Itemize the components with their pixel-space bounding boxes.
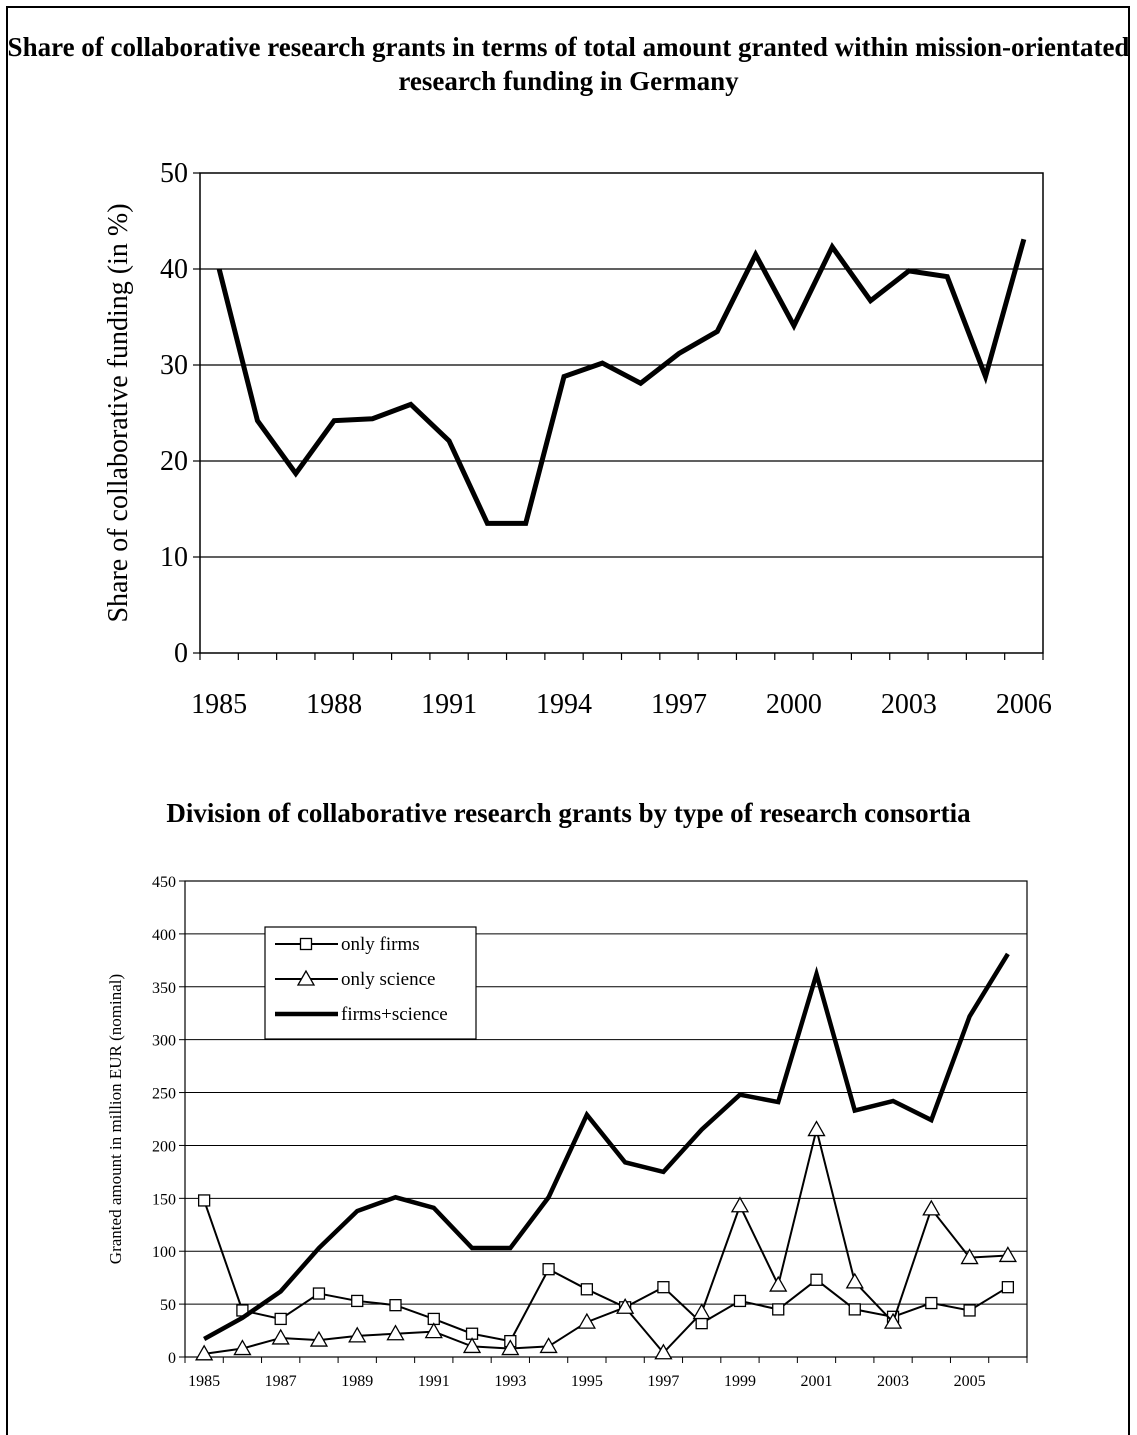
chart2-data-point-1 [501, 1339, 520, 1356]
chart2-y-tick-label: 150 [152, 1191, 176, 1208]
chart2-data-point-0 [580, 1283, 594, 1296]
chart2-x-tick-label: 2005 [954, 1373, 986, 1390]
chart2-data-point-1 [883, 1312, 903, 1329]
chart2-x-tick-label: 1991 [418, 1373, 450, 1390]
chart2-x-tick-label: 1985 [188, 1373, 220, 1390]
chart2-y-tick-label: 300 [152, 1033, 176, 1050]
chart1-x-tick-label: 1985 [191, 689, 247, 720]
chart2-data-point-1 [271, 1328, 290, 1345]
chart2-data-point-1 [386, 1324, 405, 1341]
chart2-series-line-0 [203, 1200, 1009, 1343]
chart2-data-point-1 [577, 1312, 596, 1329]
chart2-y-tick-label: 0 [168, 1350, 176, 1367]
chart2-data-point-1 [233, 1339, 252, 1356]
chart2-data-point-0 [197, 1194, 211, 1207]
chart1-x-tick-label: 2006 [996, 689, 1052, 720]
chart1-x-tick-label: 1991 [421, 689, 477, 720]
chart2-data-point-1 [960, 1248, 979, 1265]
chart2-y-tick-label: 350 [152, 980, 176, 997]
chart2-x-tick-label: 1989 [341, 1373, 373, 1390]
chart1-x-tick-label: 1994 [536, 689, 592, 720]
chart2-data-point-0 [963, 1304, 976, 1317]
chart2-x-tick-label: 1997 [647, 1373, 679, 1390]
chart2-y-tick-label: 400 [152, 927, 176, 944]
chart2-data-point-0 [925, 1296, 938, 1310]
chart2-series-line-2 [203, 952, 1010, 1341]
chart2-data-point-1 [616, 1297, 635, 1314]
chart2-y-tick-label: 50 [160, 1297, 176, 1314]
chart2-data-point-0 [695, 1317, 708, 1330]
chart2-legend-label-0: only firms [341, 934, 420, 955]
chart2-data-point-1 [539, 1337, 558, 1354]
chart2-data-point-1 [845, 1272, 864, 1289]
chart2-data-point-0 [389, 1299, 402, 1312]
chart2-title: Division of collaborative research grant… [166, 798, 971, 828]
chart1-y-tick-label: 50 [160, 158, 188, 189]
chart2-data-point-0 [542, 1263, 555, 1276]
chart2-y-tick-label: 250 [152, 1086, 176, 1103]
chart2-y-axis-label: Granted amount in million EUR (nominal) [106, 974, 125, 1264]
chart2-data-point-0 [312, 1287, 326, 1300]
chart2-data-point-1 [998, 1246, 1017, 1263]
chart1-series-line [216, 238, 1027, 526]
chart2-legend: only firms only science firms+science [264, 926, 477, 1040]
chart2-legend-marker-1 [296, 969, 316, 986]
chart2-x-tick-label: 1995 [571, 1373, 603, 1390]
chart1-x-tick-label: 2003 [881, 689, 937, 720]
chart2-plot: 0 50 100 150 200 250 300 350 400 450 1985 1987 1989 1… [106, 874, 1028, 1390]
chart2-legend-label-2: firms+science [341, 1004, 448, 1025]
chart2-data-point-1 [730, 1196, 750, 1213]
chart1-y-tick-label: 40 [160, 254, 188, 285]
chart2-y-tick-label: 200 [152, 1138, 176, 1155]
chart2-data-point-1 [769, 1275, 788, 1292]
chart2-y-tick-label: 100 [152, 1244, 176, 1261]
chart2-x-tick-label: 2003 [877, 1373, 909, 1390]
chart2-data-point-0 [810, 1273, 823, 1286]
chart1-title: Share of collaborative research grants i… [7, 32, 1130, 96]
figure-frame [6, 6, 1130, 1435]
chart1-x-tick-label: 1997 [651, 689, 707, 720]
chart2-data-point-1 [462, 1337, 482, 1354]
chart2-data-point-0 [657, 1281, 670, 1294]
chart1-y-tick-label: 10 [160, 542, 188, 573]
chart2-data-point-0 [848, 1303, 861, 1316]
chart1-y-axis-label: Share of collaborative funding (in %) [103, 203, 134, 622]
chart2-legend-marker-0 [299, 937, 313, 951]
chart2-x-tick-label: 1999 [724, 1373, 756, 1390]
chart2-data-point-0 [733, 1294, 747, 1308]
chart2-data-point-1 [424, 1322, 443, 1339]
chart2-x-tick-label: 1987 [265, 1373, 297, 1390]
chart1-y-tick-label: 30 [160, 350, 188, 381]
chart1-y-tick-label: 0 [174, 638, 188, 669]
chart2-data-point-1 [922, 1199, 941, 1216]
chart2-data-point-1 [654, 1343, 673, 1360]
chart2-data-point-0 [351, 1294, 364, 1308]
chart1-x-tick-label: 2000 [766, 689, 822, 720]
chart2-data-point-0 [772, 1303, 785, 1316]
chart1-plot: 0 10 20 30 40 50 1985 1988 1991 1994 1997 2000 2003 2… [103, 158, 1052, 720]
chart1-x-tick-label: 1988 [306, 689, 362, 720]
chart1-y-tick-label: 20 [160, 446, 188, 477]
chart2-data-point-0 [1001, 1281, 1015, 1294]
chart2-series-line-1 [203, 1129, 1008, 1355]
chart2-x-tick-label: 1993 [494, 1373, 526, 1390]
chart1-plot-border [199, 172, 1044, 654]
chart2-data-point-1 [309, 1330, 329, 1347]
chart2-x-tick-label: 2001 [801, 1373, 833, 1390]
chart2-data-point-1 [692, 1303, 711, 1320]
chart2-y-tick-label: 450 [152, 874, 176, 891]
chart2-legend-label-1: only science [341, 969, 435, 990]
chart2-data-point-1 [348, 1326, 367, 1343]
chart2-data-point-0 [274, 1312, 287, 1326]
chart2-data-point-1 [807, 1120, 826, 1137]
chart2-data-point-1 [195, 1344, 214, 1361]
